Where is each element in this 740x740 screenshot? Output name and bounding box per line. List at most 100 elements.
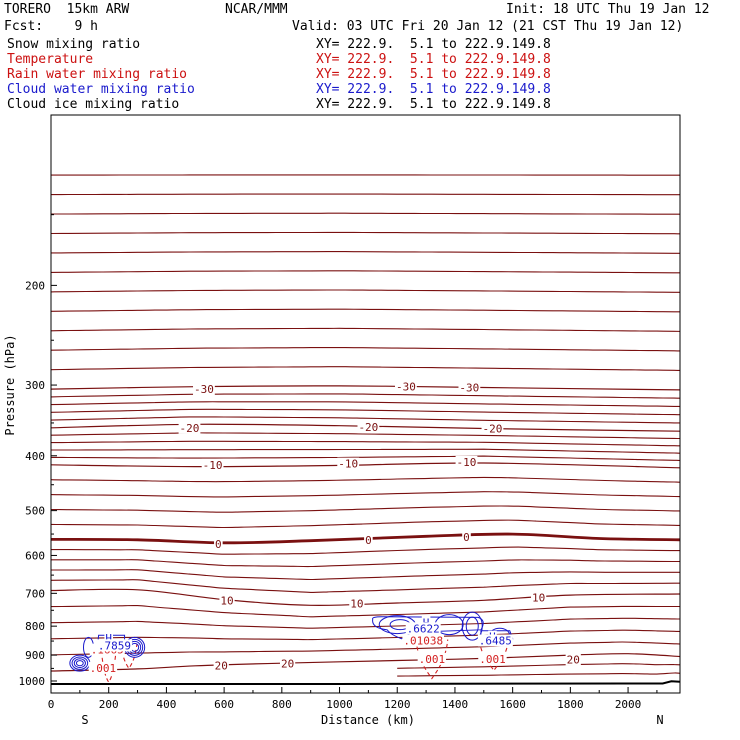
contour-label: 0 [215,538,222,551]
contour-label-bg [357,421,380,434]
isotherm--20 [50,423,681,432]
field-cloudice-xy: XY= 222.9. 5.1 to 222.9.149.8 [316,97,551,112]
y-tick-label: 500 [25,505,45,518]
contour-label-bg [88,661,118,674]
contour-label: -30 [194,383,214,396]
x-tick-label: 400 [156,698,176,711]
field-temperature-xy: XY= 222.9. 5.1 to 222.9.149.8 [316,52,551,67]
valid-time: Valid: 03 UTC Fri 20 Jan 12 (21 CST Thu … [292,19,684,34]
contour-label-bg [478,652,507,665]
field-snow-xy: XY= 222.9. 5.1 to 222.9.149.8 [316,37,551,52]
isotherm-line [50,519,681,529]
terrain [51,680,681,685]
contour-label: .6622 [407,622,440,635]
contour-label: -10 [338,458,358,471]
x-tick-label: 1000 [326,698,353,711]
x-tick-label: 600 [214,698,234,711]
contour-label-bg [337,457,360,470]
x-tick-label: 1400 [442,698,469,711]
isotherm-line [50,559,680,568]
isotherm-line [50,308,680,313]
contour-label-bg [402,634,445,647]
isotherm-line [50,546,680,555]
contour-label-bg [364,534,373,547]
x-left-end-label: S [81,713,88,727]
y-tick-label: 600 [25,549,45,562]
isotherm-line [50,366,681,371]
contour-label-bg [405,622,441,635]
plot-frame [50,114,681,694]
y-tick-label: 200 [25,279,45,292]
y-tick-label: 900 [25,649,45,662]
isotherm-line [50,193,680,196]
contour-label: 0 [463,531,470,544]
contour-label-bg [96,639,132,652]
cloud-water-contour [71,656,89,670]
isotherm-line [50,432,681,440]
isotherm-line [50,251,680,254]
contour-label: 10 [532,592,545,605]
field-snow-name: Snow mixing ratio [7,37,141,52]
isotherm-line [50,641,681,656]
field-rain-xy: XY= 222.9. 5.1 to 222.9.149.8 [316,67,551,82]
contour-label: 0 [365,534,372,547]
isotherm-line [50,416,681,424]
contour-label-bg [462,531,471,544]
contour-label: -30 [396,381,416,394]
contour-label-bg [458,381,481,394]
contour-label: 20 [567,653,580,666]
rain-contour [100,643,118,684]
contour-label: 10 [350,598,363,611]
y-tick-label: 1000 [19,675,46,688]
cloud-water-contour [461,611,483,641]
isotherm-line [50,505,681,513]
contour-label-bg [481,422,504,435]
y-tick-label: 400 [25,450,45,463]
isotherm-line [397,672,681,677]
isotherm-line [50,604,680,618]
contour-label-bg [455,455,478,468]
contour-label: -10 [457,456,477,469]
init-time: Init: 18 UTC Thu 19 Jan 12 [506,2,710,17]
cloud-water-contour [73,658,86,669]
contour-label: 20 [215,659,228,672]
contour-label-bg [565,653,581,666]
cloud-water-contour [75,660,84,667]
contour-label: 10 [220,594,233,607]
contour-label: .6485 [479,634,512,647]
x-tick-label: 0 [48,698,55,711]
isotherm-0 [50,532,681,545]
contour-label-bg [201,458,224,471]
isotherm-line [50,327,681,332]
forecast-hour: Fcst: 9 h [4,19,98,34]
cloud-water-contour [465,616,479,636]
isotherm-line [50,231,681,235]
terrain-line [51,680,681,685]
contour-label: .7859 [98,639,131,652]
contour-label: 20 [281,657,294,670]
field-rain-name: Rain water mixing ratio [7,67,188,82]
contour-label-bg [417,652,447,665]
isotherm--10 [50,462,681,469]
contour-label-bg [214,538,223,551]
contour-label-bg [104,632,114,645]
axes: 0 200 400 600 800 1000 1200 1400 1600 1800 2000200… [19,114,681,711]
isotherm-line [50,346,681,352]
contour-label-bg [477,634,513,647]
y-tick-label: 800 [25,620,45,633]
isotherm-line [50,440,681,447]
cloud-water-contour [69,654,91,672]
isotherm-line [50,270,680,274]
contour-label-bg [394,380,417,393]
field-cloudwater-name: Cloud water mixing ratio [7,82,195,97]
isotherm-line [50,617,681,629]
contour-label: -30 [459,381,479,394]
org-label: NCAR/MMM [225,2,288,17]
contour-label: -10 [203,459,223,472]
contour-label-bg [349,597,365,610]
isotherm-line [50,401,680,407]
contour-label: .01038 [403,634,443,647]
isotherm-line [50,455,681,462]
isotherm-10 [50,588,681,607]
